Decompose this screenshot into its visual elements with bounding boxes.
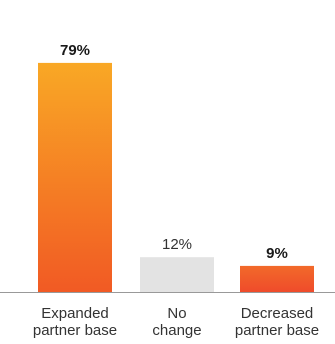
value-label-3: 9% bbox=[266, 245, 288, 262]
category-label-3-line-1: Decreased bbox=[241, 305, 314, 322]
category-label-1-line-1: Expanded bbox=[41, 305, 109, 322]
bar-3 bbox=[240, 265, 314, 292]
bars-layer bbox=[38, 62, 314, 293]
value-label-1: 79% bbox=[60, 42, 90, 59]
value-label-2: 12% bbox=[162, 236, 192, 253]
category-label-1-line-2: partner base bbox=[33, 322, 117, 339]
bar-2 bbox=[140, 257, 214, 292]
category-label-2-line-1: No bbox=[167, 305, 186, 322]
bar-1 bbox=[38, 62, 112, 293]
category-label-3-line-2: partner base bbox=[235, 322, 319, 339]
category-label-2-line-2: change bbox=[152, 322, 201, 339]
